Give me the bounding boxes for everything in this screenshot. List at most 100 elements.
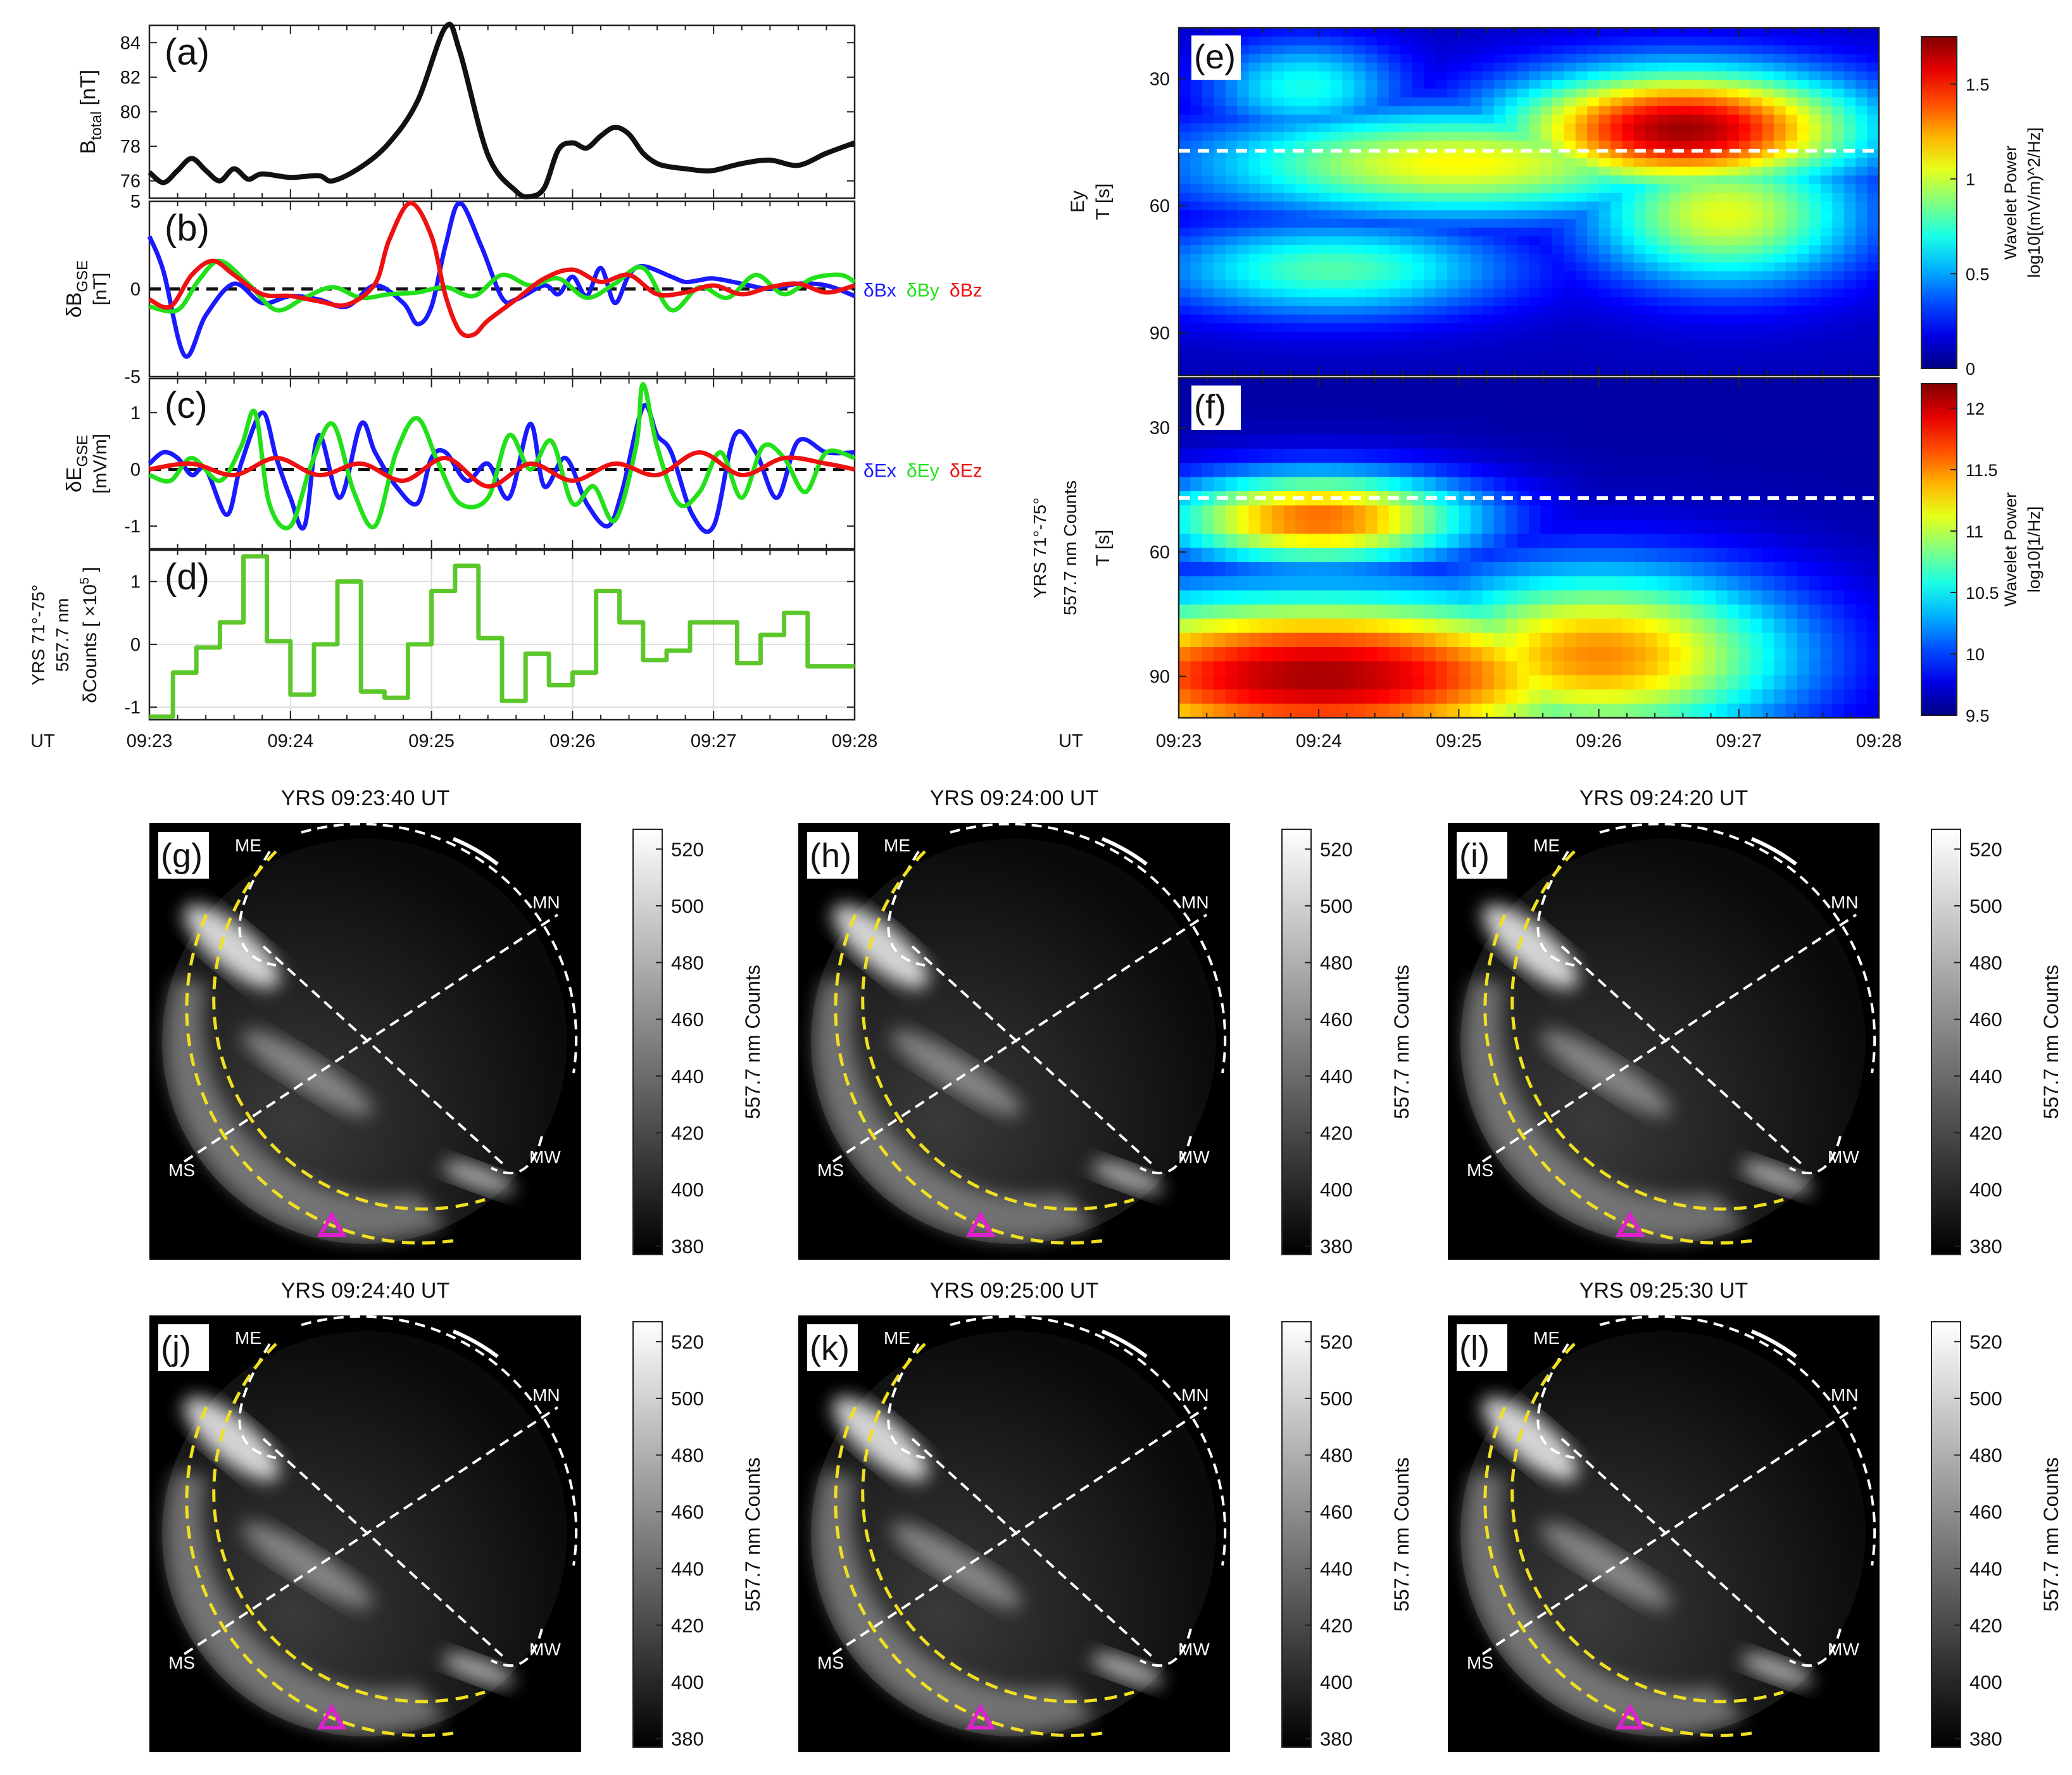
heat-cell xyxy=(1552,89,1564,98)
heat-cell xyxy=(1633,661,1646,676)
heat-cell xyxy=(1587,97,1600,107)
heat-cell xyxy=(1459,158,1471,168)
heat-cell xyxy=(1785,323,1798,332)
compass-label: MS xyxy=(1467,1653,1493,1672)
heat-cell xyxy=(1692,332,1705,341)
heat-cell xyxy=(1738,332,1751,341)
heat-cell xyxy=(1225,434,1238,449)
heat-cell xyxy=(1517,245,1529,254)
heat-cell xyxy=(1832,341,1845,350)
yellow-boundary xyxy=(185,913,454,1245)
heat-cell xyxy=(1214,661,1226,676)
heat-cell xyxy=(1400,434,1413,449)
heat-cell xyxy=(1424,358,1436,367)
colorbar xyxy=(1921,383,1957,716)
heat-cell xyxy=(1190,477,1203,492)
x-axis-label: UT xyxy=(1058,731,1083,751)
heat-cell xyxy=(1179,618,1191,634)
heat-cell xyxy=(1657,618,1669,634)
heat-cell xyxy=(1214,576,1226,591)
heat-cell xyxy=(1867,89,1880,98)
heat-cell xyxy=(1587,218,1600,229)
heat-cell xyxy=(1809,80,1821,89)
heat-cell xyxy=(1820,271,1833,280)
heat-cell xyxy=(1435,132,1448,142)
heat-cell xyxy=(1704,618,1716,634)
heat-cell xyxy=(1762,97,1774,107)
heat-cell xyxy=(1307,158,1319,168)
heat-cell xyxy=(1738,448,1751,463)
heat-cell xyxy=(1529,184,1541,194)
heat-cell xyxy=(1774,175,1786,185)
heat-cell xyxy=(1587,703,1600,718)
heat-cell xyxy=(1459,367,1471,376)
heat-cell xyxy=(1459,505,1471,520)
heat-cell xyxy=(1435,491,1448,506)
heat-cell xyxy=(1517,703,1529,718)
heat-cell xyxy=(1342,378,1355,392)
heat-cell xyxy=(1388,141,1401,150)
heat-cell xyxy=(1202,132,1214,142)
colorbar-tick-label: 440 xyxy=(1320,1558,1353,1580)
heat-cell xyxy=(1774,477,1786,492)
heat-cell xyxy=(1738,341,1751,350)
heat-cell xyxy=(1388,689,1401,705)
heat-cell xyxy=(1470,519,1483,534)
heat-cell xyxy=(1633,36,1646,46)
heat-cell xyxy=(1843,71,1856,80)
heat-cell xyxy=(1493,434,1506,449)
heat-cell xyxy=(1505,463,1518,478)
heat-cell xyxy=(1295,36,1308,46)
heat-cell xyxy=(1388,253,1401,263)
heat-cell xyxy=(1843,378,1856,392)
heat-cell xyxy=(1400,689,1413,705)
heat-cell xyxy=(1248,280,1261,289)
heat-cell xyxy=(1412,80,1424,89)
heat-cell xyxy=(1179,297,1191,306)
heat-cell xyxy=(1400,605,1413,619)
heat-cell xyxy=(1727,280,1740,289)
heat-cell xyxy=(1809,218,1821,229)
heat-cell xyxy=(1529,314,1541,324)
heat-cell xyxy=(1400,201,1413,211)
heat-cell xyxy=(1190,28,1203,37)
heat-cell xyxy=(1214,448,1226,463)
heat-cell xyxy=(1190,115,1203,124)
heat-cell xyxy=(1435,218,1448,229)
heat-cell xyxy=(1575,262,1588,272)
heat-cell xyxy=(1611,392,1623,407)
heat-cell xyxy=(1272,54,1284,63)
heat-cell xyxy=(1447,288,1459,298)
heat-cell xyxy=(1809,306,1821,315)
heat-cell xyxy=(1598,534,1611,549)
heat-cell xyxy=(1237,245,1250,254)
heat-cell xyxy=(1727,89,1740,98)
heat-cell xyxy=(1797,618,1809,634)
heat-cell xyxy=(1237,123,1250,133)
yellow-boundary xyxy=(834,1406,1103,1738)
heat-cell xyxy=(1388,45,1401,54)
heat-cell xyxy=(1377,236,1390,246)
colorbar-tick-label: 500 xyxy=(671,895,704,917)
heat-cell xyxy=(1319,534,1331,549)
heat-cell xyxy=(1680,45,1693,54)
heat-cell xyxy=(1319,618,1331,634)
heat-cell xyxy=(1669,28,1681,37)
heat-cell xyxy=(1855,106,1868,115)
heat-cell xyxy=(1342,647,1355,662)
heat-cell xyxy=(1330,71,1343,80)
heat-cell xyxy=(1843,262,1856,272)
heat-cell xyxy=(1412,28,1424,37)
heat-cell xyxy=(1657,306,1669,315)
heat-cell xyxy=(1575,434,1588,449)
heat-cell xyxy=(1272,280,1284,289)
heat-cell xyxy=(1365,519,1378,534)
heat-cell xyxy=(1797,253,1809,263)
heat-cell xyxy=(1260,132,1273,142)
heat-cell xyxy=(1669,341,1681,350)
heat-cell xyxy=(1319,576,1331,591)
heat-cell xyxy=(1715,590,1728,605)
heat-cell xyxy=(1248,54,1261,63)
heat-cell xyxy=(1575,548,1588,563)
heat-cell xyxy=(1611,201,1623,211)
